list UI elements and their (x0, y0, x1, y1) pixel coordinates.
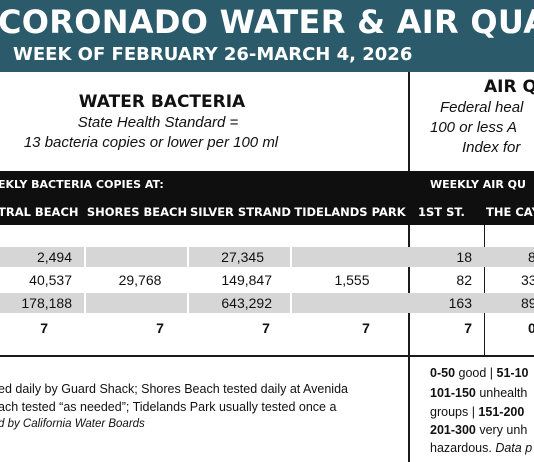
table-row (0, 225, 534, 245)
aqi-range: 101-150 (430, 386, 476, 400)
col-header-tidelands-park: TIDELANDS PARK (294, 205, 406, 219)
page-title: CORONADO WATER & AIR QUALITY R (0, 3, 534, 41)
table-column-headers: TRAL BEACH SHORES BEACH SILVER STRAND TI… (0, 199, 534, 225)
water-heading: WATER BACTERIA (78, 92, 246, 112)
table-cell: 149,847 (221, 272, 272, 288)
aqi-range: 0-50 (430, 366, 456, 380)
table-cell: 7 (40, 320, 48, 336)
table-cell: 643,292 (221, 295, 272, 311)
aqi-desc: unhealth (475, 386, 528, 400)
water-table-label: EKLY BACTERIA COPIES AT: (0, 178, 164, 191)
water-note-line-1: ed daily by Guard Shack; Shores Beach te… (0, 382, 348, 396)
column-separator (187, 225, 189, 340)
table-cell: 1,555 (334, 272, 370, 288)
table-cell: 7 (464, 320, 472, 336)
table-cell: 178,188 (21, 295, 72, 311)
col-header-shores-beach: SHORES BEACH (86, 205, 188, 219)
table-cell: 7 (362, 320, 370, 336)
aqi-scale-line-4: 201-300 very unh (430, 423, 527, 437)
aqi-range: 201-300 (430, 423, 476, 437)
air-standard-line-2: 100 or less A (430, 119, 517, 136)
col-header-silver-strand: SILVER STRAND (190, 205, 291, 219)
aqi-source: Data p (495, 441, 533, 455)
column-separator (290, 225, 292, 340)
table-cell: 0 (528, 320, 534, 336)
table-cell: 89 (521, 295, 534, 311)
aqi-desc: very unh (475, 423, 528, 437)
table-cell: 7 (156, 320, 164, 336)
water-standard-line-1: State Health Standard = (77, 114, 239, 131)
aqi-scale-line-2: 101-150 unhealth (430, 386, 527, 400)
table-cell: 7 (262, 320, 270, 336)
header-banner: CORONADO WATER & AIR QUALITY R WEEK OF F… (0, 0, 534, 72)
aqi-range: 151-200 (478, 405, 525, 419)
air-heading: AIR Q (484, 77, 534, 97)
section-divider (408, 72, 410, 462)
aqi-desc: groups | (430, 405, 479, 419)
col-header-the-cay: THE CAY (486, 205, 534, 219)
table-cell: 163 (448, 295, 472, 311)
air-standard-line-1: Federal heal (440, 99, 524, 116)
water-note-line-3: d by California Water Boards (0, 418, 145, 430)
aqi-scale-line-5: hazardous. Data p (430, 441, 532, 455)
aqi-range: 51-10 (496, 366, 529, 380)
table-bottom-rule (0, 355, 534, 357)
air-divider (484, 225, 485, 355)
table-row: 7 7 7 7 7 0 (0, 318, 534, 338)
table-cell: 27,345 (221, 249, 264, 265)
table-cell: 2,494 (36, 249, 72, 265)
table-cell: 29,768 (118, 272, 162, 288)
table-cell: 33 (521, 272, 534, 288)
water-note-line-2: ach tested “as needed”; Tidelands Park u… (0, 400, 337, 414)
aqi-scale-line-1: 0-50 good | 51-10 (430, 366, 529, 380)
aqi-desc: hazardous. (430, 441, 496, 455)
table-row: 40,537 29,768 149,847 1,555 82 33 (0, 270, 534, 290)
table-title-bar: EKLY BACTERIA COPIES AT: WEEKLY AIR QU (0, 171, 534, 199)
table-cell: 8 (528, 249, 534, 265)
air-table-label: WEEKLY AIR QU (430, 178, 526, 191)
aqi-desc: good | (455, 366, 497, 380)
col-header-central-beach: TRAL BEACH (0, 205, 79, 219)
table-cell: 18 (456, 249, 472, 265)
table-cell: 82 (456, 272, 472, 288)
page-subtitle: WEEK OF FEBRUARY 26-MARCH 4, 2026 (13, 44, 413, 65)
col-header-1st-st: 1ST ST. (418, 205, 465, 219)
table-row: 2,494 27,345 18 8 (0, 247, 534, 267)
column-separator (84, 225, 86, 340)
aqi-scale-line-3: groups | 151-200 (430, 405, 524, 419)
air-standard-line-3: Index for (462, 139, 521, 156)
table-cell: 40,537 (29, 272, 72, 288)
water-standard-line-2: 13 bacteria copies or lower per 100 ml (23, 134, 279, 151)
table-row: 178,188 643,292 163 89 (0, 293, 534, 313)
